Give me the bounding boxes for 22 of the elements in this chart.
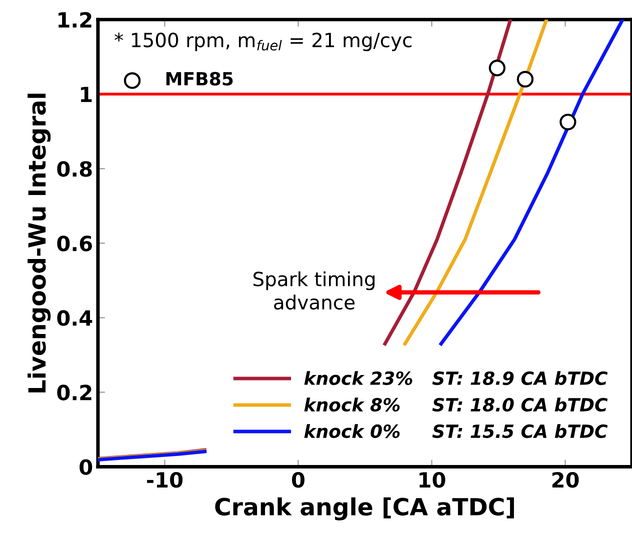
x-tick-label: 10 [420,472,446,488]
legend-label: knock 23% ST: 18.9 CA bTDC [304,371,608,386]
legend-label: knock 0% ST: 15.5 CA bTDC [304,424,608,438]
y-tick-label: 0.2 [57,384,92,400]
y-tick-label: 0.8 [57,161,92,177]
point [516,70,534,88]
x-tick-label: -10 [147,472,183,488]
point [488,60,506,76]
y-tick-label: 1 [80,86,92,102]
legend-label: knock 8% ST: 18.0 CA bTDC [304,398,608,412]
y-tick-label: 0.4 [57,310,92,326]
y-tick-label: 1.2 [58,12,92,28]
x-tick-label: 20 [552,472,579,488]
y-tick-label: 0 [80,459,92,475]
annotation: * 1500 rpm, m$_{fuel}$ = 21 mg/cyc [114,32,412,52]
point [560,114,576,130]
y-axis-title: Livengood-Wu Integral [28,94,51,392]
x-axis-title: Crank angle [CA aTDC] [215,497,514,520]
x-tick-label: 0 [292,472,304,488]
y-tick-label: 0.6 [57,236,92,252]
annotation: Spark timing advance [253,271,375,310]
legend-label: MFB85 [166,72,233,86]
